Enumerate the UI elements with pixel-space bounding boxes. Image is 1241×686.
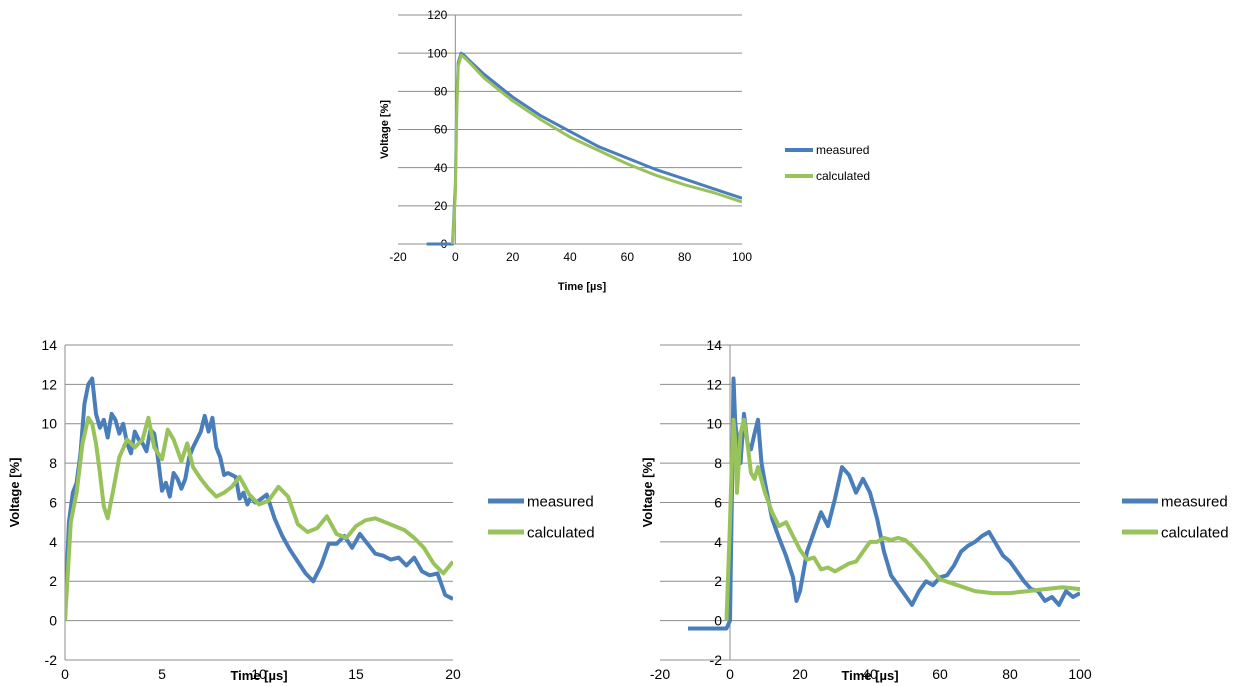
legend-label-measured: measured [527, 493, 594, 510]
series-line-calculated [724, 417, 1080, 621]
y-tick-label: 40 [434, 161, 448, 175]
x-axis-title: Time [µs] [558, 281, 607, 293]
x-tick-label: 20 [792, 666, 808, 682]
y-axis-title: Voltage [%] [640, 458, 655, 528]
x-tick-label: 80 [678, 250, 692, 264]
x-tick-label: 5 [158, 666, 166, 682]
y-tick-label: 10 [706, 416, 722, 432]
x-tick-label: 40 [862, 666, 878, 682]
y-tick-label: 8 [49, 455, 57, 471]
y-tick-label: 20 [434, 199, 448, 213]
y-tick-label: 12 [41, 376, 57, 392]
series-line-measured [65, 376, 453, 621]
legend-label-calculated: calculated [527, 524, 595, 541]
y-tick-label: 4 [714, 534, 722, 550]
x-axis-title: Time [µs] [841, 668, 898, 683]
y-tick-label: 6 [49, 494, 57, 510]
series-line-calculated [65, 415, 453, 621]
x-tick-label: 100 [1068, 666, 1092, 682]
y-tick-label: 8 [714, 455, 722, 471]
y-tick-label: 2 [49, 573, 57, 589]
y-tick-label: 2 [714, 573, 722, 589]
x-tick-label: 15 [348, 666, 364, 682]
y-tick-label: 120 [427, 8, 447, 22]
y-tick-label: -2 [45, 652, 58, 668]
legend-label-calculated: calculated [816, 169, 870, 183]
x-tick-label: 40 [563, 250, 577, 264]
y-tick-label: 0 [49, 613, 57, 629]
x-tick-label: 20 [506, 250, 520, 264]
series-line-measured [426, 51, 742, 246]
y-tick-label: 6 [714, 494, 722, 510]
x-tick-label: -20 [650, 666, 670, 682]
series-line-calculated [451, 53, 742, 245]
y-tick-label: 80 [434, 85, 448, 99]
x-tick-label: 60 [621, 250, 635, 264]
x-tick-label: 100 [732, 250, 752, 264]
y-axis-title: Voltage [%] [7, 458, 22, 528]
legend-label-measured: measured [816, 143, 869, 157]
y-tick-label: 4 [49, 534, 57, 550]
y-axis-title: Voltage [%] [379, 100, 391, 159]
y-tick-label: 0 [714, 613, 722, 629]
x-tick-label: 80 [1002, 666, 1018, 682]
x-tick-label: 0 [452, 250, 459, 264]
legend-label-calculated: calculated [1161, 524, 1229, 541]
x-tick-label: 0 [726, 666, 734, 682]
y-tick-label: 100 [427, 46, 447, 60]
x-axis-title: Time [µs] [230, 668, 287, 683]
y-tick-label: 14 [41, 337, 57, 353]
x-tick-label: 60 [932, 666, 948, 682]
y-tick-label: 10 [41, 416, 57, 432]
x-tick-label: 0 [61, 666, 69, 682]
x-tick-label: 10 [251, 666, 267, 682]
y-tick-label: 60 [434, 123, 448, 137]
x-tick-label: 20 [445, 666, 461, 682]
y-tick-label: 14 [706, 337, 722, 353]
y-tick-label: -2 [710, 652, 723, 668]
legend-label-measured: measured [1161, 493, 1228, 510]
y-tick-label: 12 [706, 376, 722, 392]
series-line-measured [688, 376, 1080, 631]
x-tick-label: -20 [389, 250, 407, 264]
